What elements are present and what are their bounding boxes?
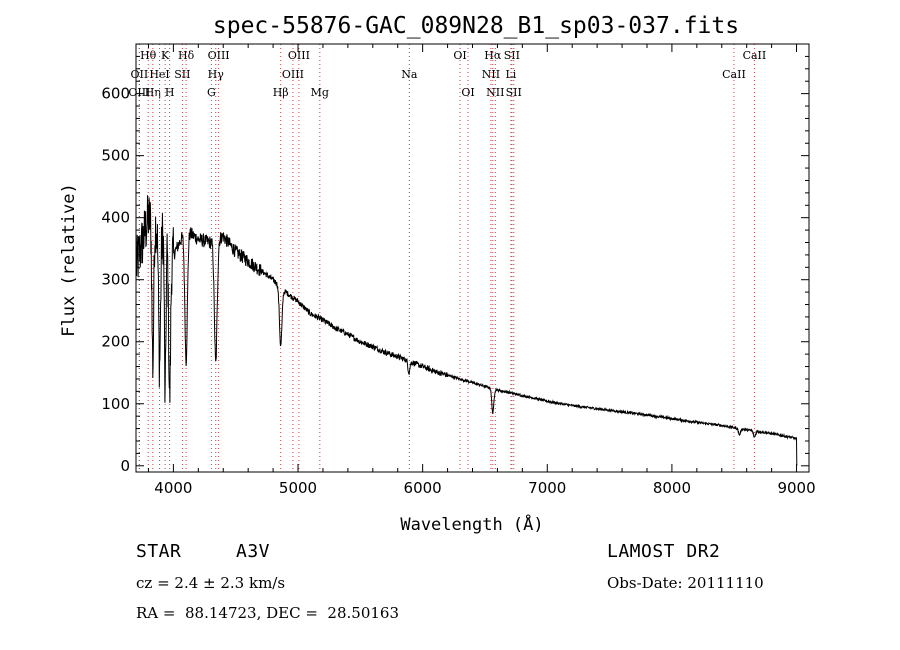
y-tick-label: 0 — [120, 457, 130, 475]
survey-label: LAMOST DR2 — [607, 541, 721, 562]
line-marker-label: Hθ — [140, 49, 157, 62]
obs-date-label: Obs-Date: 20111110 — [607, 574, 764, 592]
line-marker-label: OIII — [208, 49, 230, 62]
x-tick-label: 6000 — [404, 479, 442, 497]
spectrum-line — [135, 195, 798, 466]
line-marker-label: SII — [504, 49, 520, 62]
coordinates-label: RA = 88.14723, DEC = 28.50163 — [136, 604, 400, 622]
line-marker-label: OI — [461, 86, 474, 99]
line-marker-label: Hα — [484, 49, 502, 62]
line-marker-label: H — [165, 86, 175, 99]
object-class-label: STAR — [136, 541, 182, 562]
y-tick-label: 100 — [101, 395, 130, 413]
line-marker-label: Hδ — [178, 49, 195, 62]
y-tick-label: 500 — [101, 147, 130, 165]
line-marker-label: CaII — [722, 68, 746, 81]
y-tick-label: 300 — [101, 271, 130, 289]
line-marker-label: OII — [131, 68, 149, 81]
line-marker-label: NII — [482, 68, 500, 81]
x-tick-label: 9000 — [777, 479, 815, 497]
line-marker-label: Mg — [311, 86, 329, 99]
y-tick-label: 200 — [101, 333, 130, 351]
line-marker-label: OIII — [128, 86, 150, 99]
x-tick-label: 5000 — [279, 479, 317, 497]
line-marker-label: SII — [506, 86, 522, 99]
subclass-label: A3V — [236, 541, 271, 562]
line-marker-label: OIII — [282, 68, 304, 81]
x-tick-label: 7000 — [528, 479, 566, 497]
line-marker-label: OI — [453, 49, 466, 62]
line-marker-label: SII — [174, 68, 190, 81]
line-marker-label: HeI — [149, 68, 169, 81]
y-tick-label: 600 — [101, 85, 130, 103]
tick-layer: 4000 5000 6000 7000 8000 9000 0 100 200 300 400 500… — [101, 44, 816, 497]
x-tick-label: 4000 — [154, 479, 192, 497]
chart-title: spec-55876-GAC_089N28_B1_sp03-037.fits — [213, 13, 739, 39]
x-tick-label: 8000 — [653, 479, 691, 497]
redshift-label: cz = 2.4 ± 2.3 km/s — [136, 574, 286, 592]
line-marker-label: Hγ — [208, 68, 225, 81]
line-marker-label: OIII — [288, 49, 310, 62]
line-marker-label: CaII — [743, 49, 767, 62]
line-marker-label: Li — [505, 68, 516, 81]
line-marker-label: NII — [486, 86, 504, 99]
x-axis-title: Wavelength (Å) — [400, 513, 543, 535]
plot-frame — [135, 43, 810, 473]
line-marker-label: G — [207, 86, 216, 99]
y-axis-title: Flux (relative) — [59, 183, 79, 337]
line-marker-label: Na — [401, 68, 418, 81]
line-marker-label: Hβ — [273, 86, 289, 99]
line-marker-label: K — [161, 49, 170, 62]
y-tick-label: 400 — [101, 209, 130, 227]
line-marker-label: Hη — [145, 86, 161, 99]
